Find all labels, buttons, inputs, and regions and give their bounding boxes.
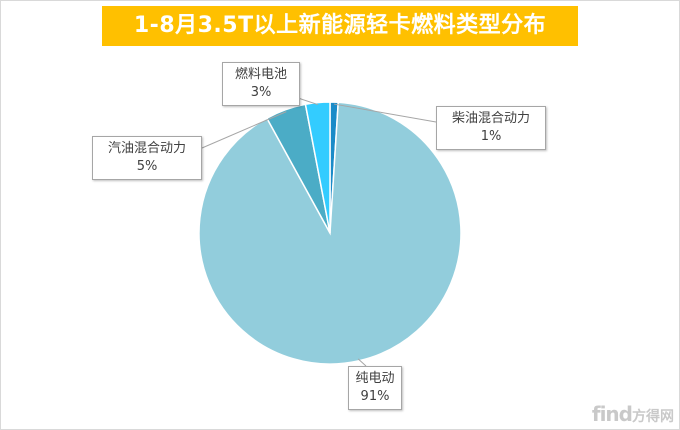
pie-slices — [198, 101, 462, 365]
slice-percent: 1% — [480, 129, 502, 144]
slice-name: 纯电动 — [355, 371, 395, 386]
watermark-cn: 方得网 — [632, 409, 674, 425]
data-label-fuel-cell: 燃料电池 3% — [222, 62, 300, 106]
leader-line-2 — [201, 111, 287, 149]
pie-slice-3 — [304, 101, 331, 234]
watermark-latin: find — [591, 402, 633, 426]
data-label-gasoline-hybrid: 汽油混合动力 5% — [92, 136, 202, 180]
slice-percent: 91% — [360, 389, 390, 404]
leader-line-3 — [297, 97, 319, 106]
data-label-diesel-hybrid: 柴油混合动力 1% — [436, 106, 546, 150]
slice-percent: 3% — [250, 85, 272, 100]
data-label-battery-electric: 纯电动 91% — [348, 366, 402, 410]
leader-line-1 — [357, 358, 367, 367]
chart-title: 1-8月3.5T以上新能源轻卡燃料类型分布 — [102, 6, 578, 46]
site-watermark: find方得网 — [592, 402, 674, 426]
leader-line-0 — [333, 103, 437, 123]
slice-name: 柴油混合动力 — [451, 111, 530, 126]
slice-percent: 5% — [136, 159, 158, 174]
slice-name: 燃料电池 — [234, 67, 287, 82]
slice-name: 汽油混合动力 — [107, 141, 186, 156]
leader-lines — [201, 97, 437, 367]
